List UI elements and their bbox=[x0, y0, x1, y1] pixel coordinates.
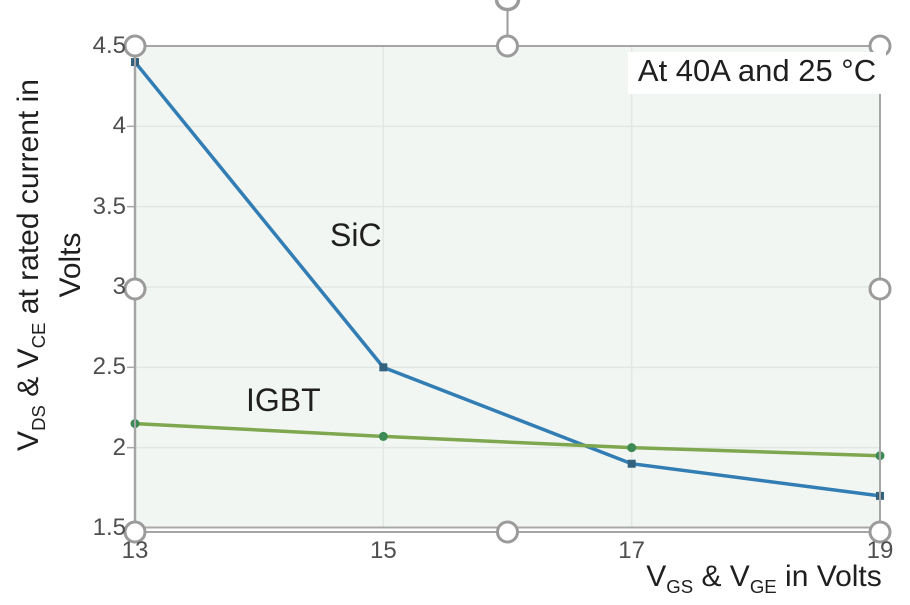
x-tick-label: 19 bbox=[866, 537, 894, 564]
selection-handle-top-left[interactable] bbox=[123, 34, 147, 58]
x-axis-title: VGS & VGE in Volts bbox=[646, 560, 882, 597]
annotation-test-conditions: At 40A and 25 °C bbox=[628, 52, 886, 94]
rotate-handle-icon[interactable] bbox=[494, 0, 521, 12]
x-tick-label: 13 bbox=[121, 537, 149, 564]
y-tick-label: 4 bbox=[112, 112, 126, 140]
series-label-igbt: IGBT bbox=[246, 382, 321, 418]
y-tick-label: 4.5 bbox=[92, 32, 126, 59]
y-tick-label: 2.5 bbox=[92, 353, 126, 381]
selection-handle-middle-right[interactable] bbox=[868, 277, 892, 301]
series-label-sic: SiC bbox=[330, 217, 382, 253]
x-tick-label: 17 bbox=[618, 537, 645, 564]
y-axis-title-line1: VDS & VCE at rated current in bbox=[12, 79, 49, 451]
selection-handle-bottom-center[interactable] bbox=[496, 520, 519, 544]
y-tick-label: 3.5 bbox=[92, 192, 126, 220]
y-tick-label: 1.5 bbox=[92, 514, 126, 541]
selection-handle-top-center[interactable] bbox=[496, 34, 519, 58]
y-tick-label: 3 bbox=[112, 273, 126, 300]
selection-handle-middle-left[interactable] bbox=[123, 277, 147, 301]
sic-marker bbox=[627, 459, 636, 468]
x-tick-label: 15 bbox=[369, 537, 397, 564]
selection-handle-bottom-left[interactable] bbox=[123, 520, 147, 544]
igbt-marker bbox=[627, 443, 637, 453]
y-tick-label: 2 bbox=[112, 433, 126, 461]
igbt-marker bbox=[378, 431, 388, 441]
sic-marker bbox=[379, 363, 388, 372]
sic-line[interactable] bbox=[133, 60, 882, 498]
selection-handle-bottom-right[interactable] bbox=[868, 520, 892, 544]
igbt-line[interactable] bbox=[133, 421, 882, 458]
